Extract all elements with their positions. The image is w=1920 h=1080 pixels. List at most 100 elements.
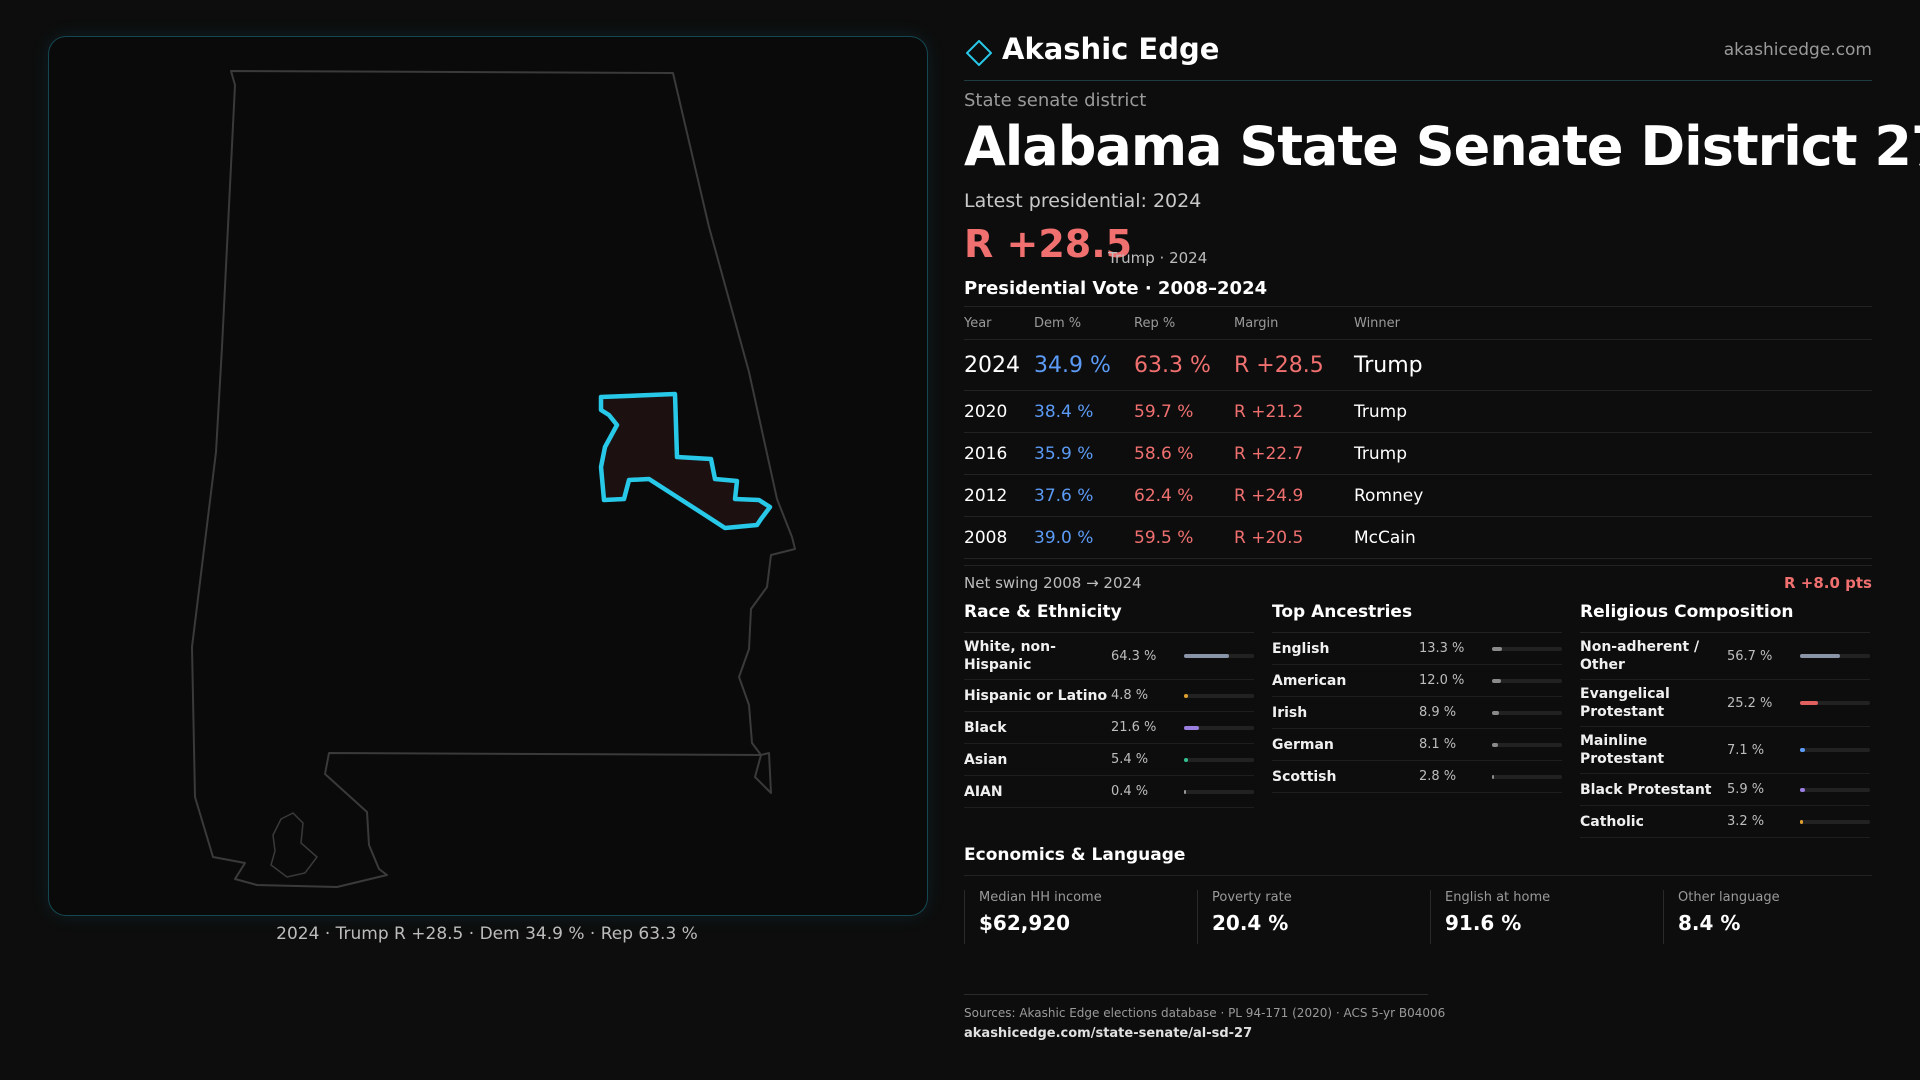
col-header-year: Year — [964, 306, 1034, 340]
item-pct: 12.0 % — [1418, 673, 1465, 688]
bar-fill — [1800, 748, 1806, 752]
item-bar — [1492, 710, 1562, 715]
margin-cell: R +28.5 — [1234, 339, 1354, 391]
item-label: White, non-Hispanic — [964, 639, 1056, 673]
bar-fill — [1184, 789, 1186, 794]
economics-title: Economics & Language — [964, 845, 1872, 876]
stat-value: $62,920 — [979, 911, 1071, 935]
table-row: 2024 34.9 % 63.3 % R +28.5 Trump — [964, 339, 1872, 391]
item-bar — [1800, 819, 1870, 824]
list-item: English 13.3 % — [1272, 633, 1562, 665]
list-item: Asian 5.4 % — [964, 744, 1254, 776]
bar-fill — [1492, 678, 1501, 683]
list-item: Black Protestant 5.9 % — [1580, 774, 1870, 806]
item-label: Catholic — [1580, 813, 1644, 830]
winner-cell: Romney — [1354, 474, 1872, 517]
list-item: German 8.1 % — [1272, 729, 1562, 761]
footer-divider — [964, 994, 1428, 995]
bar-fill — [1800, 701, 1818, 705]
footer-sources: Sources: Akashic Edge elections database… — [964, 1006, 1446, 1020]
net-swing-value: R +8.0 pts — [1784, 574, 1872, 592]
item-bar — [1800, 748, 1870, 752]
presidential-vote-table: Year Dem % Rep % Margin Winner 2024 34.9… — [964, 306, 1872, 559]
item-bar — [1184, 693, 1254, 698]
race-ethnicity-title: Race & Ethnicity — [964, 602, 1254, 633]
item-label: German — [1272, 736, 1334, 753]
item-bar — [1492, 646, 1562, 651]
bar-fill — [1492, 774, 1495, 779]
diamond-logo-icon — [966, 40, 992, 66]
item-label: Mainline Protestant — [1580, 733, 1665, 767]
item-bar — [1184, 725, 1254, 730]
other-language-stat: Other language 8.4 % — [1663, 890, 1898, 944]
list-item: White, non-Hispanic 64.3 % — [964, 633, 1254, 680]
list-item: Evangelical Protestant 25.2 % — [1580, 680, 1870, 727]
stat-value: 20.4 % — [1212, 911, 1289, 935]
list-item: Hispanic or Latino 4.8 % — [964, 680, 1254, 712]
ancestries-title: Top Ancestries — [1272, 602, 1562, 633]
item-bar — [1492, 742, 1562, 747]
item-pct: 5.4 % — [1110, 752, 1149, 767]
dem-cell: 34.9 % — [1034, 339, 1134, 391]
map-panel[interactable] — [48, 36, 928, 916]
rep-cell: 58.6 % — [1134, 432, 1234, 475]
bar-fill — [1184, 693, 1188, 698]
item-bar — [1800, 787, 1870, 792]
year-cell: 2012 — [964, 474, 1034, 517]
stat-label: Median HH income — [979, 890, 1102, 905]
item-label: Scottish — [1272, 768, 1337, 785]
poverty-rate-stat: Poverty rate 20.4 % — [1197, 890, 1432, 944]
district-type-label: State senate district — [964, 90, 1147, 111]
winner-cell: Trump — [1354, 339, 1872, 391]
item-bar — [1184, 654, 1254, 658]
item-pct: 8.1 % — [1418, 737, 1457, 752]
dem-cell: 38.4 % — [1034, 390, 1134, 433]
race-ethnicity-section: Race & Ethnicity White, non-Hispanic 64.… — [964, 602, 1254, 808]
district-27-shape[interactable] — [598, 391, 773, 531]
winner-cell: Trump — [1354, 390, 1872, 433]
item-pct: 13.3 % — [1418, 641, 1465, 656]
brand-name[interactable]: Akashic Edge — [1002, 32, 1220, 66]
list-item: Black 21.6 % — [964, 712, 1254, 744]
religion-section: Religious Composition Non-adherent / Oth… — [1580, 602, 1870, 838]
table-row: 2016 35.9 % 58.6 % R +22.7 Trump — [964, 432, 1872, 475]
item-label: Evangelical Protestant — [1580, 686, 1670, 720]
item-label: Hispanic or Latino — [964, 687, 1108, 704]
rep-cell: 62.4 % — [1134, 474, 1234, 517]
year-cell: 2024 — [964, 339, 1034, 391]
list-item: Catholic 3.2 % — [1580, 806, 1870, 838]
rep-cell: 59.7 % — [1134, 390, 1234, 433]
item-pct: 21.6 % — [1110, 720, 1157, 735]
bar-fill — [1492, 710, 1499, 715]
religion-title: Religious Composition — [1580, 602, 1870, 633]
page-title: Alabama State Senate District 27 — [964, 115, 1920, 178]
bar-fill — [1184, 757, 1189, 762]
dem-cell: 37.6 % — [1034, 474, 1134, 517]
item-label: American — [1272, 672, 1347, 689]
brand-url-link[interactable]: akashicedge.com — [1723, 40, 1872, 60]
list-item: American 12.0 % — [1272, 665, 1562, 697]
col-header-rep: Rep % — [1134, 306, 1234, 340]
brand-header: Akashic Edge akashicedge.com — [964, 32, 1872, 81]
table-row: 2020 38.4 % 59.7 % R +21.2 Trump — [964, 390, 1872, 433]
footer-url-link[interactable]: akashicedge.com/state-senate/al-sd-27 — [964, 1026, 1253, 1041]
margin-cell: R +24.9 — [1234, 474, 1354, 517]
bar-fill — [1800, 819, 1803, 824]
list-item: Scottish 2.8 % — [1272, 761, 1562, 793]
item-label: Non-adherent / Other — [1580, 639, 1700, 673]
item-pct: 56.7 % — [1726, 648, 1773, 664]
item-label: Asian — [964, 751, 1008, 768]
state-outline — [191, 70, 796, 888]
bar-fill — [1800, 654, 1840, 658]
rep-cell: 63.3 % — [1134, 339, 1234, 391]
district-map[interactable] — [49, 37, 927, 915]
list-item: Mainline Protestant 7.1 % — [1580, 727, 1870, 774]
net-swing-label: Net swing 2008 → 2024 — [964, 574, 1142, 592]
item-bar — [1184, 789, 1254, 794]
item-bar — [1800, 654, 1870, 658]
item-label: Black — [964, 719, 1007, 736]
item-label: Black Protestant — [1580, 781, 1712, 798]
item-bar — [1492, 678, 1562, 683]
year-cell: 2016 — [964, 432, 1034, 475]
margin-cell: R +22.7 — [1234, 432, 1354, 475]
